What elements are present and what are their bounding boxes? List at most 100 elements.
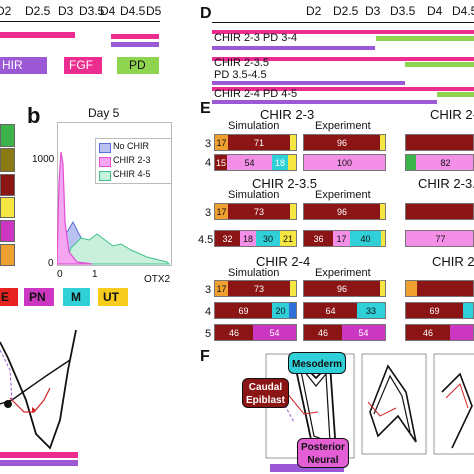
- segment-pink: 77: [406, 231, 473, 246]
- strip-cell: [0, 148, 15, 172]
- segment-yellow: [290, 281, 296, 296]
- segment-cyan: [463, 303, 473, 318]
- group-title: CHIR 2-3: [260, 107, 315, 122]
- segment-pink: 17: [333, 231, 350, 246]
- segment-blue: [289, 303, 296, 318]
- right-bar: [405, 203, 474, 220]
- exp-bar: 96: [303, 280, 386, 297]
- condition-label: PD 3.5-4.5: [214, 69, 267, 81]
- trajectory-arrow: [32, 407, 36, 413]
- timeline-bar-chir: [0, 460, 78, 466]
- timeline-axis: [0, 21, 160, 22]
- legend-swatch: [99, 157, 111, 167]
- segment-cyan: 40: [350, 231, 381, 246]
- exp-bar: 96: [303, 203, 386, 220]
- segment-brown: 46: [304, 325, 342, 340]
- chir-bar: [212, 100, 437, 104]
- tick-label: D2: [0, 4, 12, 18]
- segment-brown: 96: [304, 135, 380, 150]
- exp-bar: 64 33: [303, 302, 386, 319]
- segment-brown: [406, 204, 473, 219]
- legend-swatch: [99, 143, 111, 153]
- segment-yellow: 21: [280, 231, 296, 246]
- landscape-middle: [361, 353, 427, 455]
- label-caudal-epiblast: Caudal Epiblast: [242, 378, 289, 408]
- segment-pink: 100: [304, 155, 385, 170]
- sim-bar: 69 20: [214, 302, 297, 319]
- row-label: 3: [205, 138, 212, 150]
- tick-label: D2: [306, 4, 322, 18]
- sim-bar: 46 54: [214, 324, 297, 341]
- tick-label: D4: [100, 4, 116, 18]
- fgf-bar: [212, 57, 474, 61]
- tick-label: D5: [146, 4, 162, 18]
- row-label: 5: [205, 328, 212, 340]
- pd-bar: [376, 36, 474, 41]
- timeline-bar-fgf: [0, 452, 78, 458]
- segment-magenta: 54: [342, 325, 385, 340]
- legend-swatch: [99, 171, 111, 181]
- pd-bar: [405, 62, 474, 67]
- segment-brown: 69: [406, 303, 463, 318]
- segment-brown: 69: [215, 303, 272, 318]
- segment-cyan: 30: [256, 231, 280, 246]
- strip-cell: [0, 197, 15, 218]
- tick-label: D3: [58, 4, 74, 18]
- segment-brown: [406, 135, 473, 150]
- label-posterior-neural: Posterior Neural: [297, 438, 349, 468]
- column-header: Experiment: [315, 120, 371, 132]
- segment-green: [406, 155, 416, 170]
- segment-yellow: [290, 204, 296, 219]
- column-header: Simulation: [228, 120, 280, 132]
- legend-label: CHIR 4-5: [113, 169, 151, 179]
- panel-letter: F: [200, 348, 210, 365]
- panel-letter: b: [27, 103, 41, 128]
- x-tick-label: 1: [92, 269, 98, 280]
- chir-bar: [212, 46, 375, 50]
- y-tick-label: 0: [48, 258, 54, 269]
- chir-2-3-curve: [57, 151, 93, 265]
- segment-brown: 64: [304, 303, 357, 318]
- legend-label: No CHIR: [113, 141, 150, 151]
- segment-red: 15: [215, 155, 227, 170]
- row-label: 4: [205, 157, 212, 169]
- tick-label: D4: [427, 4, 443, 18]
- exp-bar: 36 17 40: [303, 230, 386, 247]
- column-header: Experiment: [315, 267, 371, 279]
- right-bar: 77: [405, 230, 474, 247]
- group-title: CHIR 2-3: [430, 107, 474, 122]
- segment-yellow: [288, 155, 296, 170]
- segment-orange: [406, 281, 417, 296]
- segment-brown: 96: [304, 281, 380, 296]
- strip-cell: [0, 244, 15, 266]
- separatrix-curve: [0, 359, 71, 405]
- group-title: CHIR 2-3.5: [252, 176, 318, 191]
- sim-bar: 15 54 18: [214, 154, 297, 171]
- tick-label: D3.5: [390, 4, 416, 18]
- legend-chir: HIR: [0, 57, 47, 74]
- chir-bar: [111, 42, 159, 47]
- segment-brown: 46: [215, 325, 253, 340]
- histogram-legend: No CHIR CHIR 2-3 CHIR 4-5: [95, 138, 172, 184]
- tick-label: D3.5: [79, 4, 105, 18]
- row-label: 4.5: [198, 234, 214, 246]
- exp-bar: 96: [303, 134, 386, 151]
- legend-fgf: FGF: [64, 57, 102, 74]
- segment-pink: 54: [227, 155, 272, 170]
- chir-4-5-curve: [64, 233, 171, 265]
- strip-cell: [0, 124, 15, 147]
- landscape-diagram: [0, 330, 78, 466]
- x-tick-label: 0: [57, 269, 63, 280]
- segment-orange: 17: [215, 204, 228, 219]
- exp-bar: 46 54: [303, 324, 386, 341]
- saddle-point: [4, 400, 12, 408]
- segment-brown: 73: [228, 281, 290, 296]
- sim-bar: 32 18 30 21: [214, 230, 297, 247]
- segment-cyan: 18: [272, 155, 288, 170]
- y-tick-label: 1000: [32, 154, 55, 165]
- x-axis-label: OTX2: [144, 274, 171, 285]
- legend-e: E: [0, 288, 18, 306]
- tick-label: D3: [365, 4, 381, 18]
- right-bar: [405, 134, 474, 151]
- label-mesoderm: Mesoderm: [288, 352, 347, 374]
